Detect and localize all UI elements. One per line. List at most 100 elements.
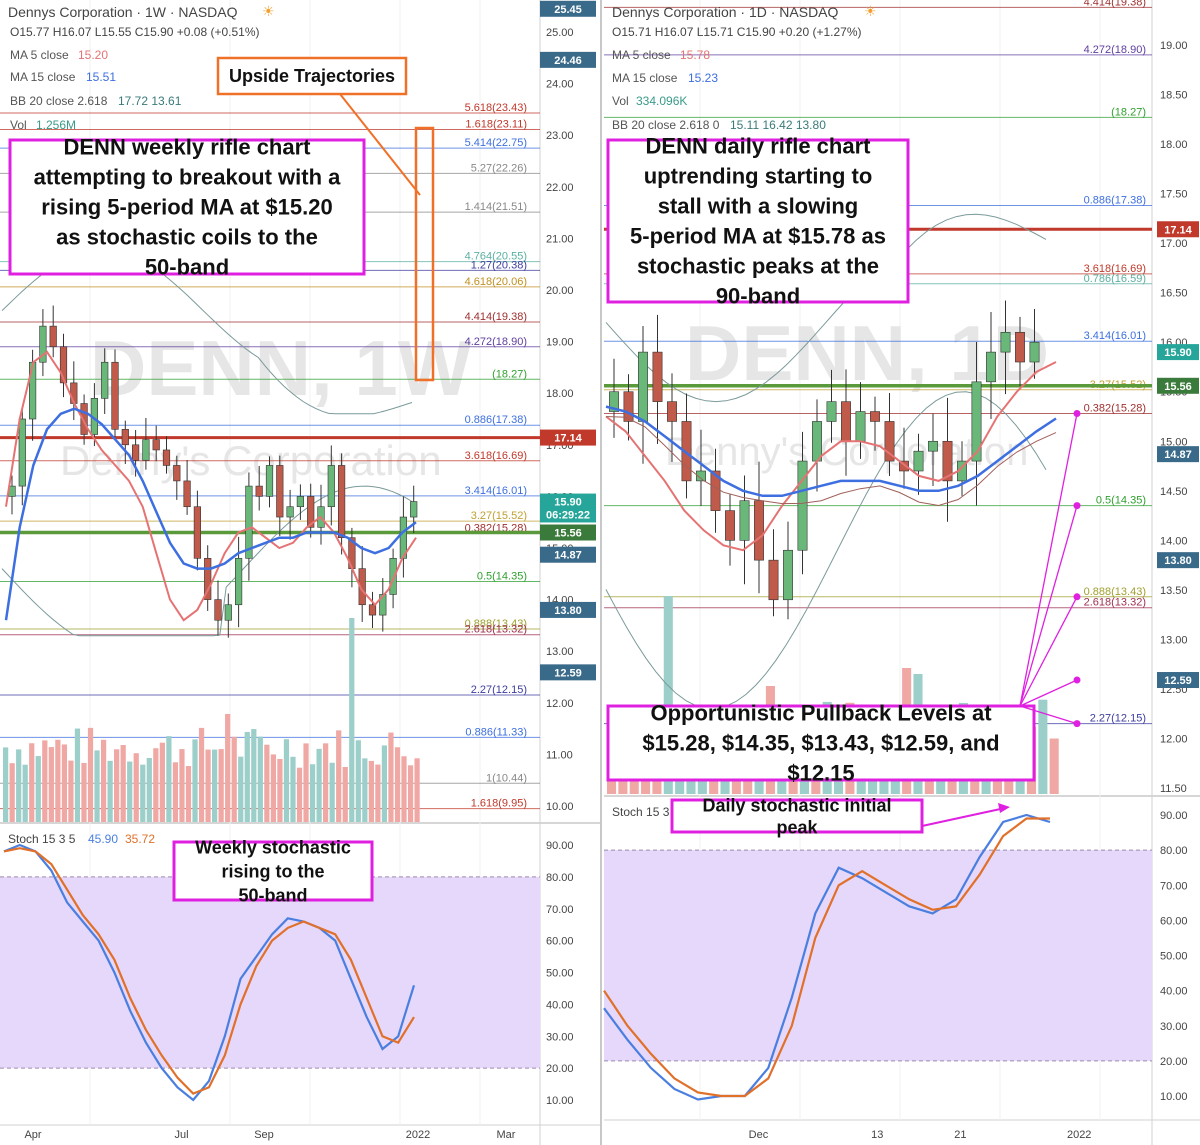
daily-fib-label: 2.618(13.32) [1084,597,1146,609]
weekly-volume-bar [238,756,244,822]
weekly-price-tick: 13.00 [546,646,574,658]
weekly-volume-bar [309,764,316,822]
weekly-ma5-label: MA 5 close [10,48,69,62]
daily-stoch-tick: 20.00 [1160,1056,1188,1068]
daily-price-tick: 13.50 [1160,585,1188,597]
daily-badge-text: 15.56 [1164,381,1192,393]
weekly-volume-bar [153,748,159,822]
daily-candle-body [841,401,851,442]
daily-candle-body [986,351,996,383]
daily-candle-body [928,440,938,452]
weekly-sun-icon: ☀ [262,3,275,19]
weekly-candle-body [255,485,263,497]
daily-stoch-arrow [921,807,1006,827]
daily-candle-body [899,460,909,472]
daily-ma15-line [605,405,1057,498]
daily-badge [1157,672,1199,689]
weekly-volume-bar [192,739,198,822]
weekly-candle-body [286,506,294,518]
daily-candle-body [826,401,837,422]
daily-candle-body [1000,331,1011,353]
weekly-ma15-line [4,407,417,621]
weekly-volume-bar [146,757,152,822]
daily-candle-body [739,500,750,541]
weekly-volume-bar [94,750,100,822]
daily-candle-body [797,460,808,551]
weekly-badge-text: 15.90 [554,497,582,509]
weekly-volume-bar [316,748,322,822]
weekly-fib-label: 0.886(11.33) [465,726,527,738]
daily-fib-label: 4.272(18.90) [1084,44,1146,56]
daily-stoch-k [603,813,1051,1101]
weekly-volume-bar [303,743,309,822]
weekly-candle-body [142,439,150,461]
weekly-price-tick: 20.00 [546,285,574,297]
weekly-stoch-tick: 50.00 [546,968,574,980]
daily-fib-label: 0.786(16.59) [1084,273,1146,285]
weekly-fib-label: 3.27(15.52) [471,510,527,522]
weekly-badge [540,601,596,618]
weekly-volume-bar [140,764,146,822]
weekly-candle-body [410,501,418,518]
weekly-candle-body [80,403,88,435]
weekly-candle-body [183,480,191,508]
weekly-volume-bar [414,758,420,822]
weekly-candle-body [101,361,109,399]
weekly-badge-text: 13.80 [554,605,582,617]
weekly-candle-body [59,346,68,384]
daily-stoch-tick: 30.00 [1160,1021,1188,1033]
daily-badge-text: 17.14 [1164,224,1192,236]
weekly-price-tick: 19.00 [546,337,574,349]
weekly-volume-bar [407,765,414,822]
daily-fib-label: 3.414(16.01) [1084,330,1146,342]
pullback-pointer-dot [1073,720,1081,728]
daily-bb-label: BB 20 close 2.618 0 [612,118,720,132]
weekly-volume-bar [251,729,257,822]
pullback-pointer-dot [1073,502,1081,510]
weekly-fib-label: 0.886(17.38) [465,414,527,426]
daily-stoch-arrowhead [998,803,1010,813]
daily-fib-label: 0.888(13.43) [1084,586,1146,598]
daily-price-tick: 15.00 [1160,436,1188,448]
upside-trajectories-label: Upside Trajectories [229,66,395,86]
daily-price-tick: 16.50 [1160,288,1188,300]
weekly-volume-bar [87,727,94,822]
weekly-badge [540,524,596,541]
daily-sun-icon: ☀ [864,3,877,19]
weekly-candle-body [173,465,181,482]
weekly-candle-body [224,604,232,621]
weekly-price-tick: 22.00 [546,182,574,194]
weekly-stoch-annotation-text: Weekly stochastic rising to the 50-band [195,837,351,905]
daily-badge-text: 12.59 [1164,675,1192,687]
weekly-ma5-value: 15.20 [78,48,108,62]
weekly-fib-label: 2.27(12.15) [471,684,527,696]
weekly-fib-label: 4.764(20.55) [465,251,527,263]
daily-candle-body [913,450,924,472]
weekly-badge-text: 14.87 [554,550,582,562]
daily-ma15-label: MA 15 close [612,71,678,85]
weekly-price-tick: 12.00 [546,698,574,710]
daily-badge-text: 15.90 [1164,347,1192,359]
daily-candle-body [638,351,648,422]
weekly-stoch-tick: 80.00 [546,872,574,884]
daily-badge-text: 13.80 [1164,555,1192,567]
weekly-fib-label: 5.27(22.26) [471,162,527,174]
weekly-badge [540,51,596,68]
weekly-volume-bar [375,764,381,822]
daily-annotation-box [606,138,910,304]
weekly-badge-text: 12.59 [554,667,582,679]
daily-ohlc: O15.71 H16.07 L15.71 C15.90 +0.20 (+1.27… [612,25,862,39]
daily-stoch-tick: 80.00 [1160,845,1188,857]
weekly-badge-text: 15.56 [554,528,582,540]
daily-badge-text: 14.87 [1164,449,1192,461]
weekly-volume-bar [381,745,388,822]
daily-badge [1157,446,1199,463]
weekly-volume-bar [349,618,355,822]
weekly-stoch-tick: 20.00 [546,1063,574,1075]
daily-volume-bar [1049,738,1059,794]
weekly-annotation-text: DENN weekly rifle chart attempting to bre… [34,135,342,280]
weekly-vol-value: 1.256M [36,118,76,132]
weekly-ma5-line [5,350,417,622]
daily-volume-bar [663,596,673,794]
daily-annotation-text: DENN daily rifle chart uptrending startin… [630,134,886,309]
